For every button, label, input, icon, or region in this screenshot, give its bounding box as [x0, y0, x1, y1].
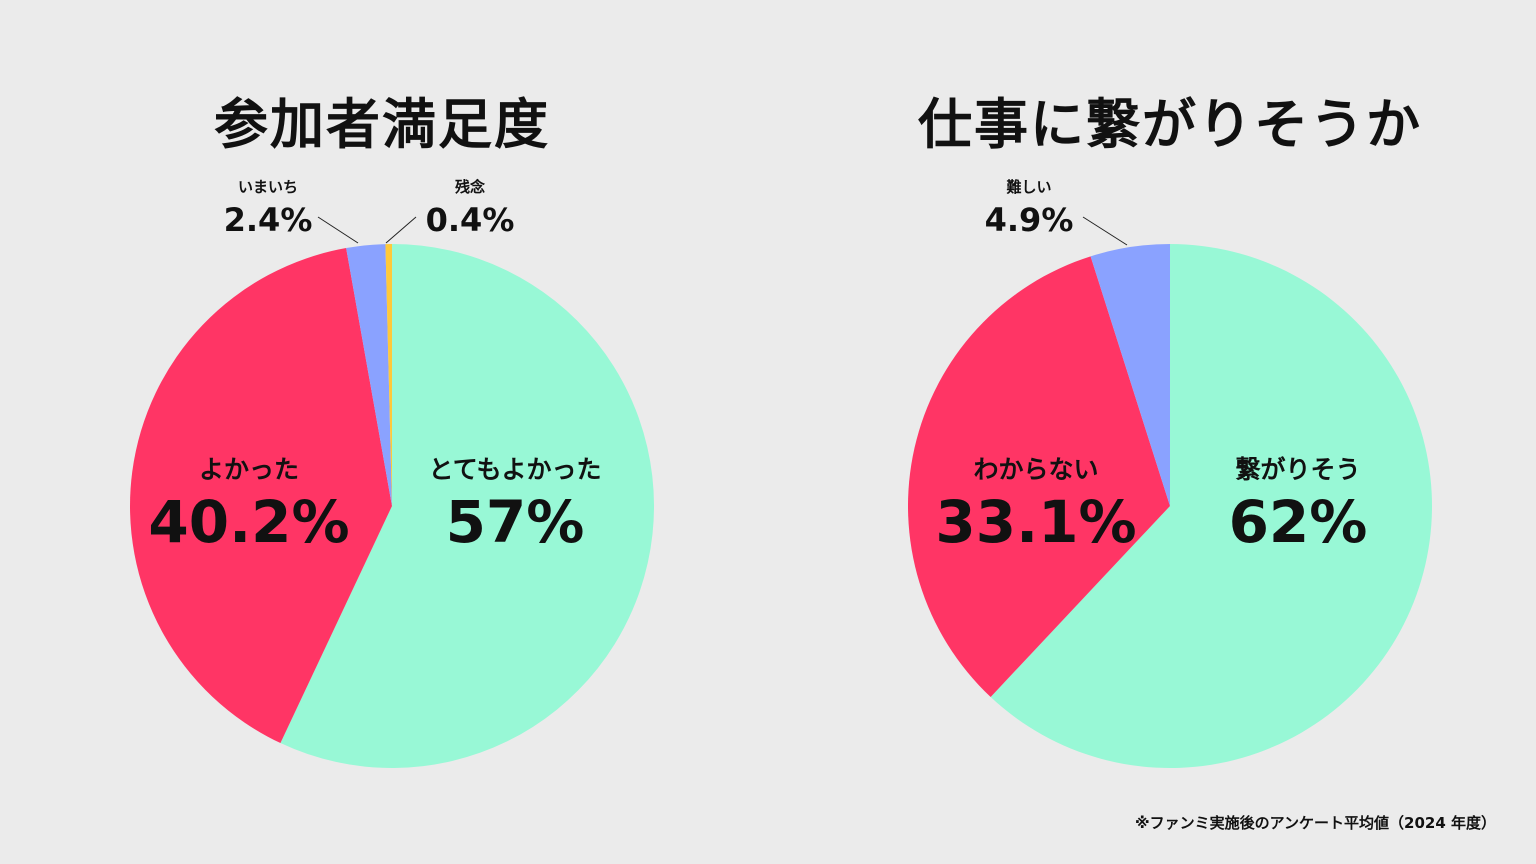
- slice-label: 繋がりそう: [1235, 455, 1360, 484]
- slice-label: とてもよかった: [428, 455, 601, 484]
- leader-line: [317, 216, 359, 244]
- pie-slice: [908, 256, 1170, 697]
- slice-label: わからない: [973, 455, 1098, 484]
- pie-slice: [385, 243, 392, 506]
- pie-slice: [280, 244, 655, 768]
- slice-value-label: 4.9%: [985, 201, 1074, 239]
- slice-value-label: 57%: [446, 488, 585, 556]
- pie-slice: [130, 248, 392, 744]
- slice-label: いまいち: [238, 178, 298, 196]
- pie-slice: [346, 244, 392, 506]
- chart-title-work-connection: 仕事に繋がりそうか: [918, 93, 1422, 156]
- slice-value-label: 33.1%: [935, 488, 1136, 556]
- pie-slice: [1090, 244, 1170, 506]
- slice-value-label: 62%: [1229, 488, 1368, 556]
- leader-line: [385, 216, 417, 244]
- slice-label: 残念: [455, 178, 485, 196]
- pie-slice: [990, 244, 1433, 769]
- leader-line: [1082, 216, 1128, 246]
- slice-value-label: 40.2%: [148, 488, 349, 556]
- chart-title-satisfaction: 参加者満足度: [214, 93, 550, 156]
- slice-label: 難しい: [1006, 178, 1051, 196]
- slice-label: よかった: [199, 455, 299, 484]
- slice-value-label: 0.4%: [426, 201, 515, 239]
- slice-value-label: 2.4%: [224, 201, 313, 239]
- footnote: ※ファンミ実施後のアンケート平均値（2024 年度）: [1135, 814, 1496, 832]
